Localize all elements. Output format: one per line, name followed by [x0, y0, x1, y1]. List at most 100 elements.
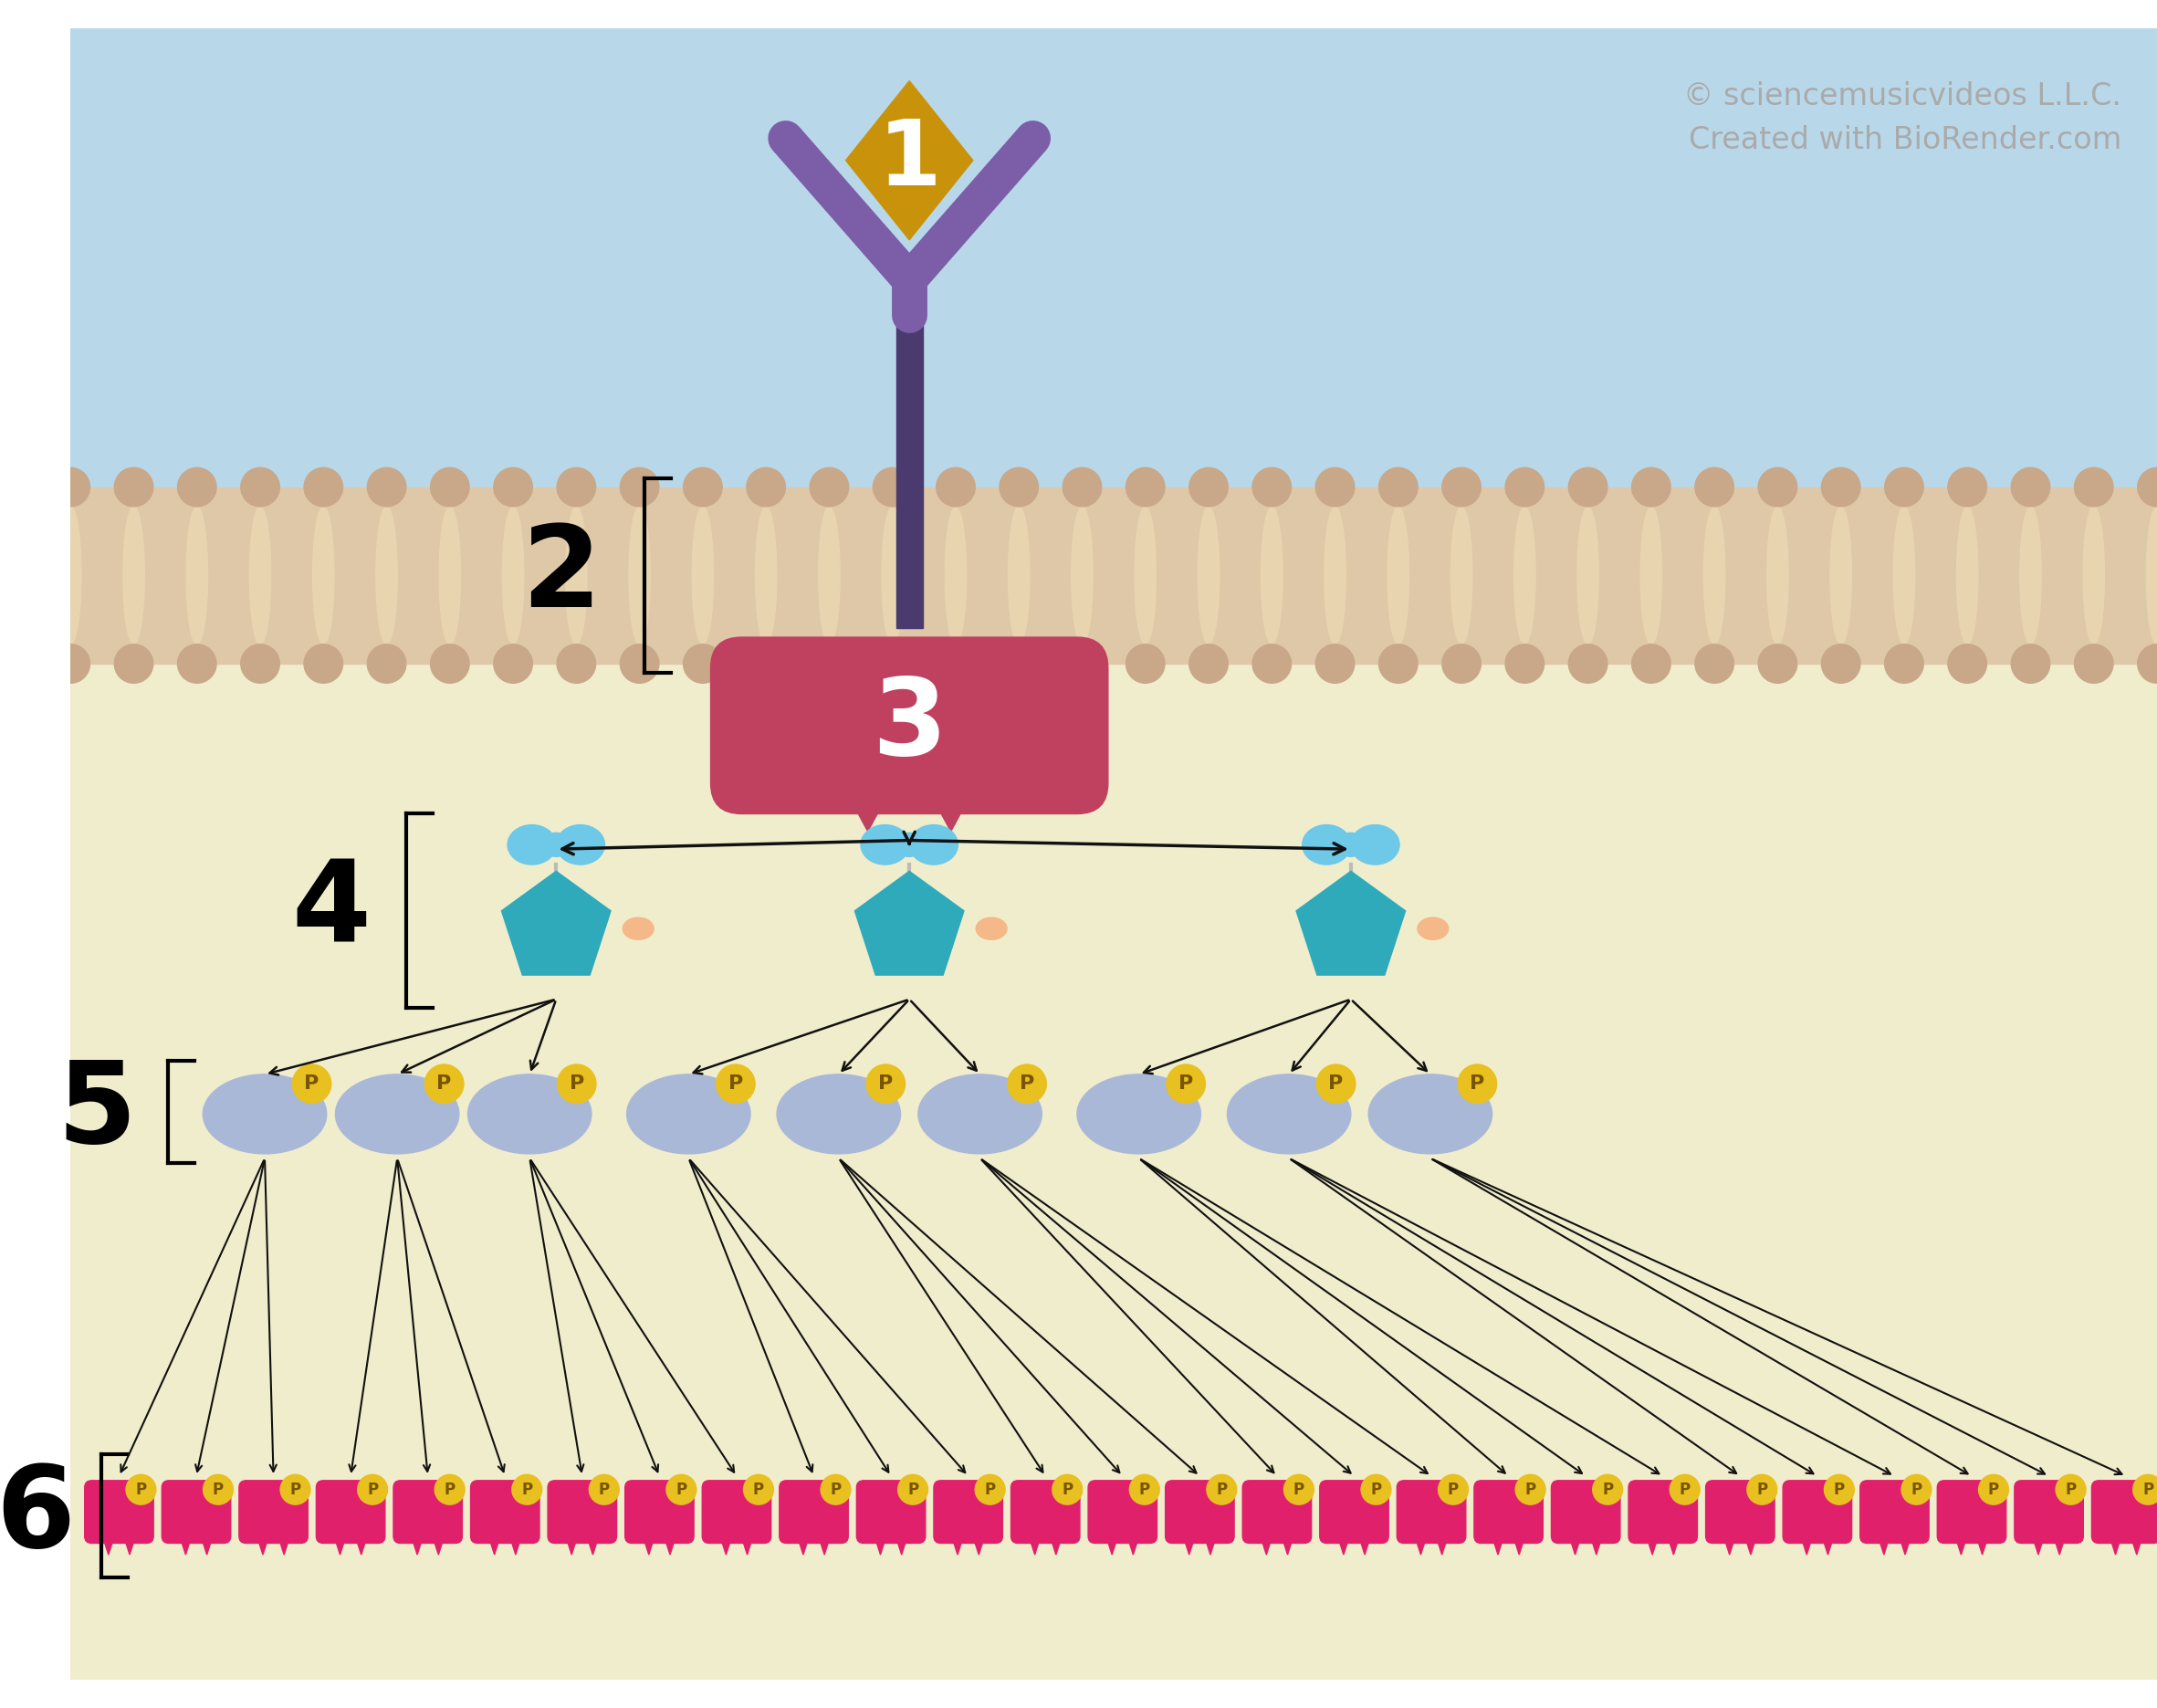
- Text: P: P: [367, 1481, 377, 1498]
- Ellipse shape: [1072, 507, 1094, 644]
- Text: P: P: [1329, 1074, 1344, 1093]
- Circle shape: [52, 644, 91, 683]
- Ellipse shape: [1894, 507, 1915, 644]
- Circle shape: [494, 644, 533, 683]
- Circle shape: [1316, 644, 1355, 683]
- Text: 5: 5: [58, 1057, 136, 1167]
- Circle shape: [1283, 1474, 1314, 1505]
- Circle shape: [1378, 468, 1417, 507]
- Ellipse shape: [1404, 1558, 1458, 1573]
- Ellipse shape: [507, 825, 557, 864]
- Ellipse shape: [1249, 1558, 1305, 1573]
- Circle shape: [1063, 468, 1102, 507]
- Polygon shape: [1281, 1535, 1294, 1554]
- Text: P: P: [1370, 1481, 1383, 1498]
- Text: P: P: [436, 1074, 451, 1093]
- Circle shape: [744, 1474, 774, 1505]
- Circle shape: [1758, 468, 1797, 507]
- Text: P: P: [984, 1481, 997, 1498]
- Ellipse shape: [93, 1558, 147, 1573]
- Ellipse shape: [1829, 507, 1851, 644]
- FancyBboxPatch shape: [1012, 1481, 1081, 1544]
- Polygon shape: [843, 787, 891, 832]
- Ellipse shape: [1956, 507, 1978, 644]
- Ellipse shape: [503, 507, 524, 644]
- Circle shape: [1631, 644, 1672, 683]
- Ellipse shape: [1018, 1558, 1072, 1573]
- Text: P: P: [2142, 1481, 2153, 1498]
- Ellipse shape: [375, 507, 397, 644]
- Circle shape: [1885, 468, 1924, 507]
- FancyBboxPatch shape: [470, 1481, 539, 1544]
- Text: 1: 1: [878, 116, 940, 205]
- Circle shape: [874, 468, 912, 507]
- Circle shape: [999, 644, 1038, 683]
- Circle shape: [1126, 644, 1165, 683]
- Circle shape: [1592, 1474, 1622, 1505]
- Polygon shape: [179, 1535, 192, 1554]
- Polygon shape: [201, 1535, 214, 1554]
- Polygon shape: [1260, 1535, 1273, 1554]
- Circle shape: [820, 1474, 850, 1505]
- Ellipse shape: [630, 507, 649, 644]
- Polygon shape: [431, 1535, 444, 1554]
- Ellipse shape: [1076, 1074, 1201, 1155]
- Circle shape: [936, 468, 975, 507]
- Circle shape: [293, 1064, 332, 1103]
- Polygon shape: [2032, 1535, 2045, 1554]
- Ellipse shape: [863, 1558, 919, 1573]
- FancyBboxPatch shape: [1473, 1481, 1542, 1544]
- Polygon shape: [1415, 1535, 1428, 1554]
- Ellipse shape: [910, 825, 958, 864]
- Circle shape: [1361, 1474, 1391, 1505]
- Circle shape: [358, 1474, 388, 1505]
- Circle shape: [897, 1474, 928, 1505]
- Polygon shape: [503, 871, 610, 975]
- FancyBboxPatch shape: [239, 1481, 308, 1544]
- Ellipse shape: [1368, 1074, 1493, 1155]
- Ellipse shape: [123, 507, 145, 644]
- Circle shape: [1063, 644, 1102, 683]
- Text: P: P: [1447, 1481, 1458, 1498]
- Circle shape: [2075, 468, 2114, 507]
- Text: P: P: [1061, 1481, 1072, 1498]
- Text: P: P: [908, 1481, 919, 1498]
- Polygon shape: [951, 1535, 964, 1554]
- Circle shape: [1821, 468, 1859, 507]
- Circle shape: [1695, 468, 1734, 507]
- Circle shape: [1758, 644, 1797, 683]
- Ellipse shape: [2146, 507, 2157, 644]
- Circle shape: [1747, 1474, 1777, 1505]
- Circle shape: [203, 1474, 233, 1505]
- Text: 3: 3: [871, 673, 947, 779]
- Polygon shape: [1050, 1535, 1061, 1554]
- Ellipse shape: [554, 1558, 610, 1573]
- Polygon shape: [1590, 1535, 1603, 1554]
- FancyBboxPatch shape: [548, 1481, 617, 1544]
- Circle shape: [1053, 1474, 1083, 1505]
- Circle shape: [619, 644, 660, 683]
- Ellipse shape: [861, 825, 910, 864]
- Bar: [71, 664, 2157, 1681]
- Circle shape: [1439, 1474, 1469, 1505]
- Circle shape: [1902, 1474, 1931, 1505]
- Circle shape: [1568, 644, 1607, 683]
- Ellipse shape: [1713, 1558, 1767, 1573]
- Circle shape: [1443, 468, 1482, 507]
- Polygon shape: [257, 1535, 270, 1554]
- Polygon shape: [412, 1535, 423, 1554]
- Polygon shape: [742, 1535, 753, 1554]
- Ellipse shape: [1007, 507, 1029, 644]
- Circle shape: [177, 468, 216, 507]
- Polygon shape: [123, 1535, 136, 1554]
- Text: P: P: [1603, 1481, 1613, 1498]
- FancyBboxPatch shape: [703, 1481, 770, 1544]
- Ellipse shape: [1135, 507, 1156, 644]
- Circle shape: [1695, 644, 1734, 683]
- Circle shape: [1978, 1474, 2008, 1505]
- Polygon shape: [587, 1535, 600, 1554]
- Circle shape: [2138, 468, 2157, 507]
- Ellipse shape: [1339, 834, 1363, 857]
- Ellipse shape: [882, 507, 904, 644]
- Polygon shape: [854, 871, 964, 975]
